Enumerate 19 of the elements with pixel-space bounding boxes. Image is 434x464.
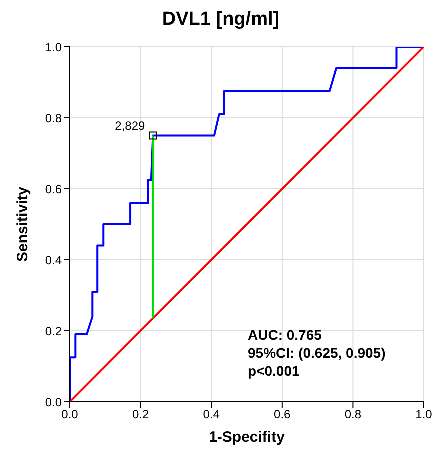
y-tick-label: 0.2 — [45, 324, 62, 338]
annotation: p<0.001 — [248, 362, 301, 380]
y-tick-label: 0.8 — [45, 111, 62, 126]
y-axis-title: Sensitivity — [14, 186, 32, 262]
x-tick-label: 0.6 — [274, 408, 292, 422]
x-tick-label: 0.4 — [203, 408, 220, 422]
x-tick-label: 0.8 — [344, 408, 362, 422]
x-tick-label: 0.2 — [132, 408, 150, 422]
chart-title: DVL1 [ng/ml] — [161, 8, 281, 32]
x-tick-label: 0.0 — [62, 408, 79, 422]
y-tick-label: 0.4 — [45, 253, 62, 268]
y-tick-label: 1.0 — [45, 40, 62, 54]
annotation: AUC: 0.765 — [248, 326, 323, 344]
x-tick-label: 1.0 — [416, 408, 433, 422]
annotation: 95%CI: (0.625, 0.905) — [248, 344, 386, 362]
annotation: 2,829 — [115, 118, 146, 133]
y-tick-label: 0.0 — [45, 395, 62, 410]
y-tick-label: 0.6 — [45, 182, 62, 196]
x-axis-title: 1-Specifity — [209, 429, 286, 446]
